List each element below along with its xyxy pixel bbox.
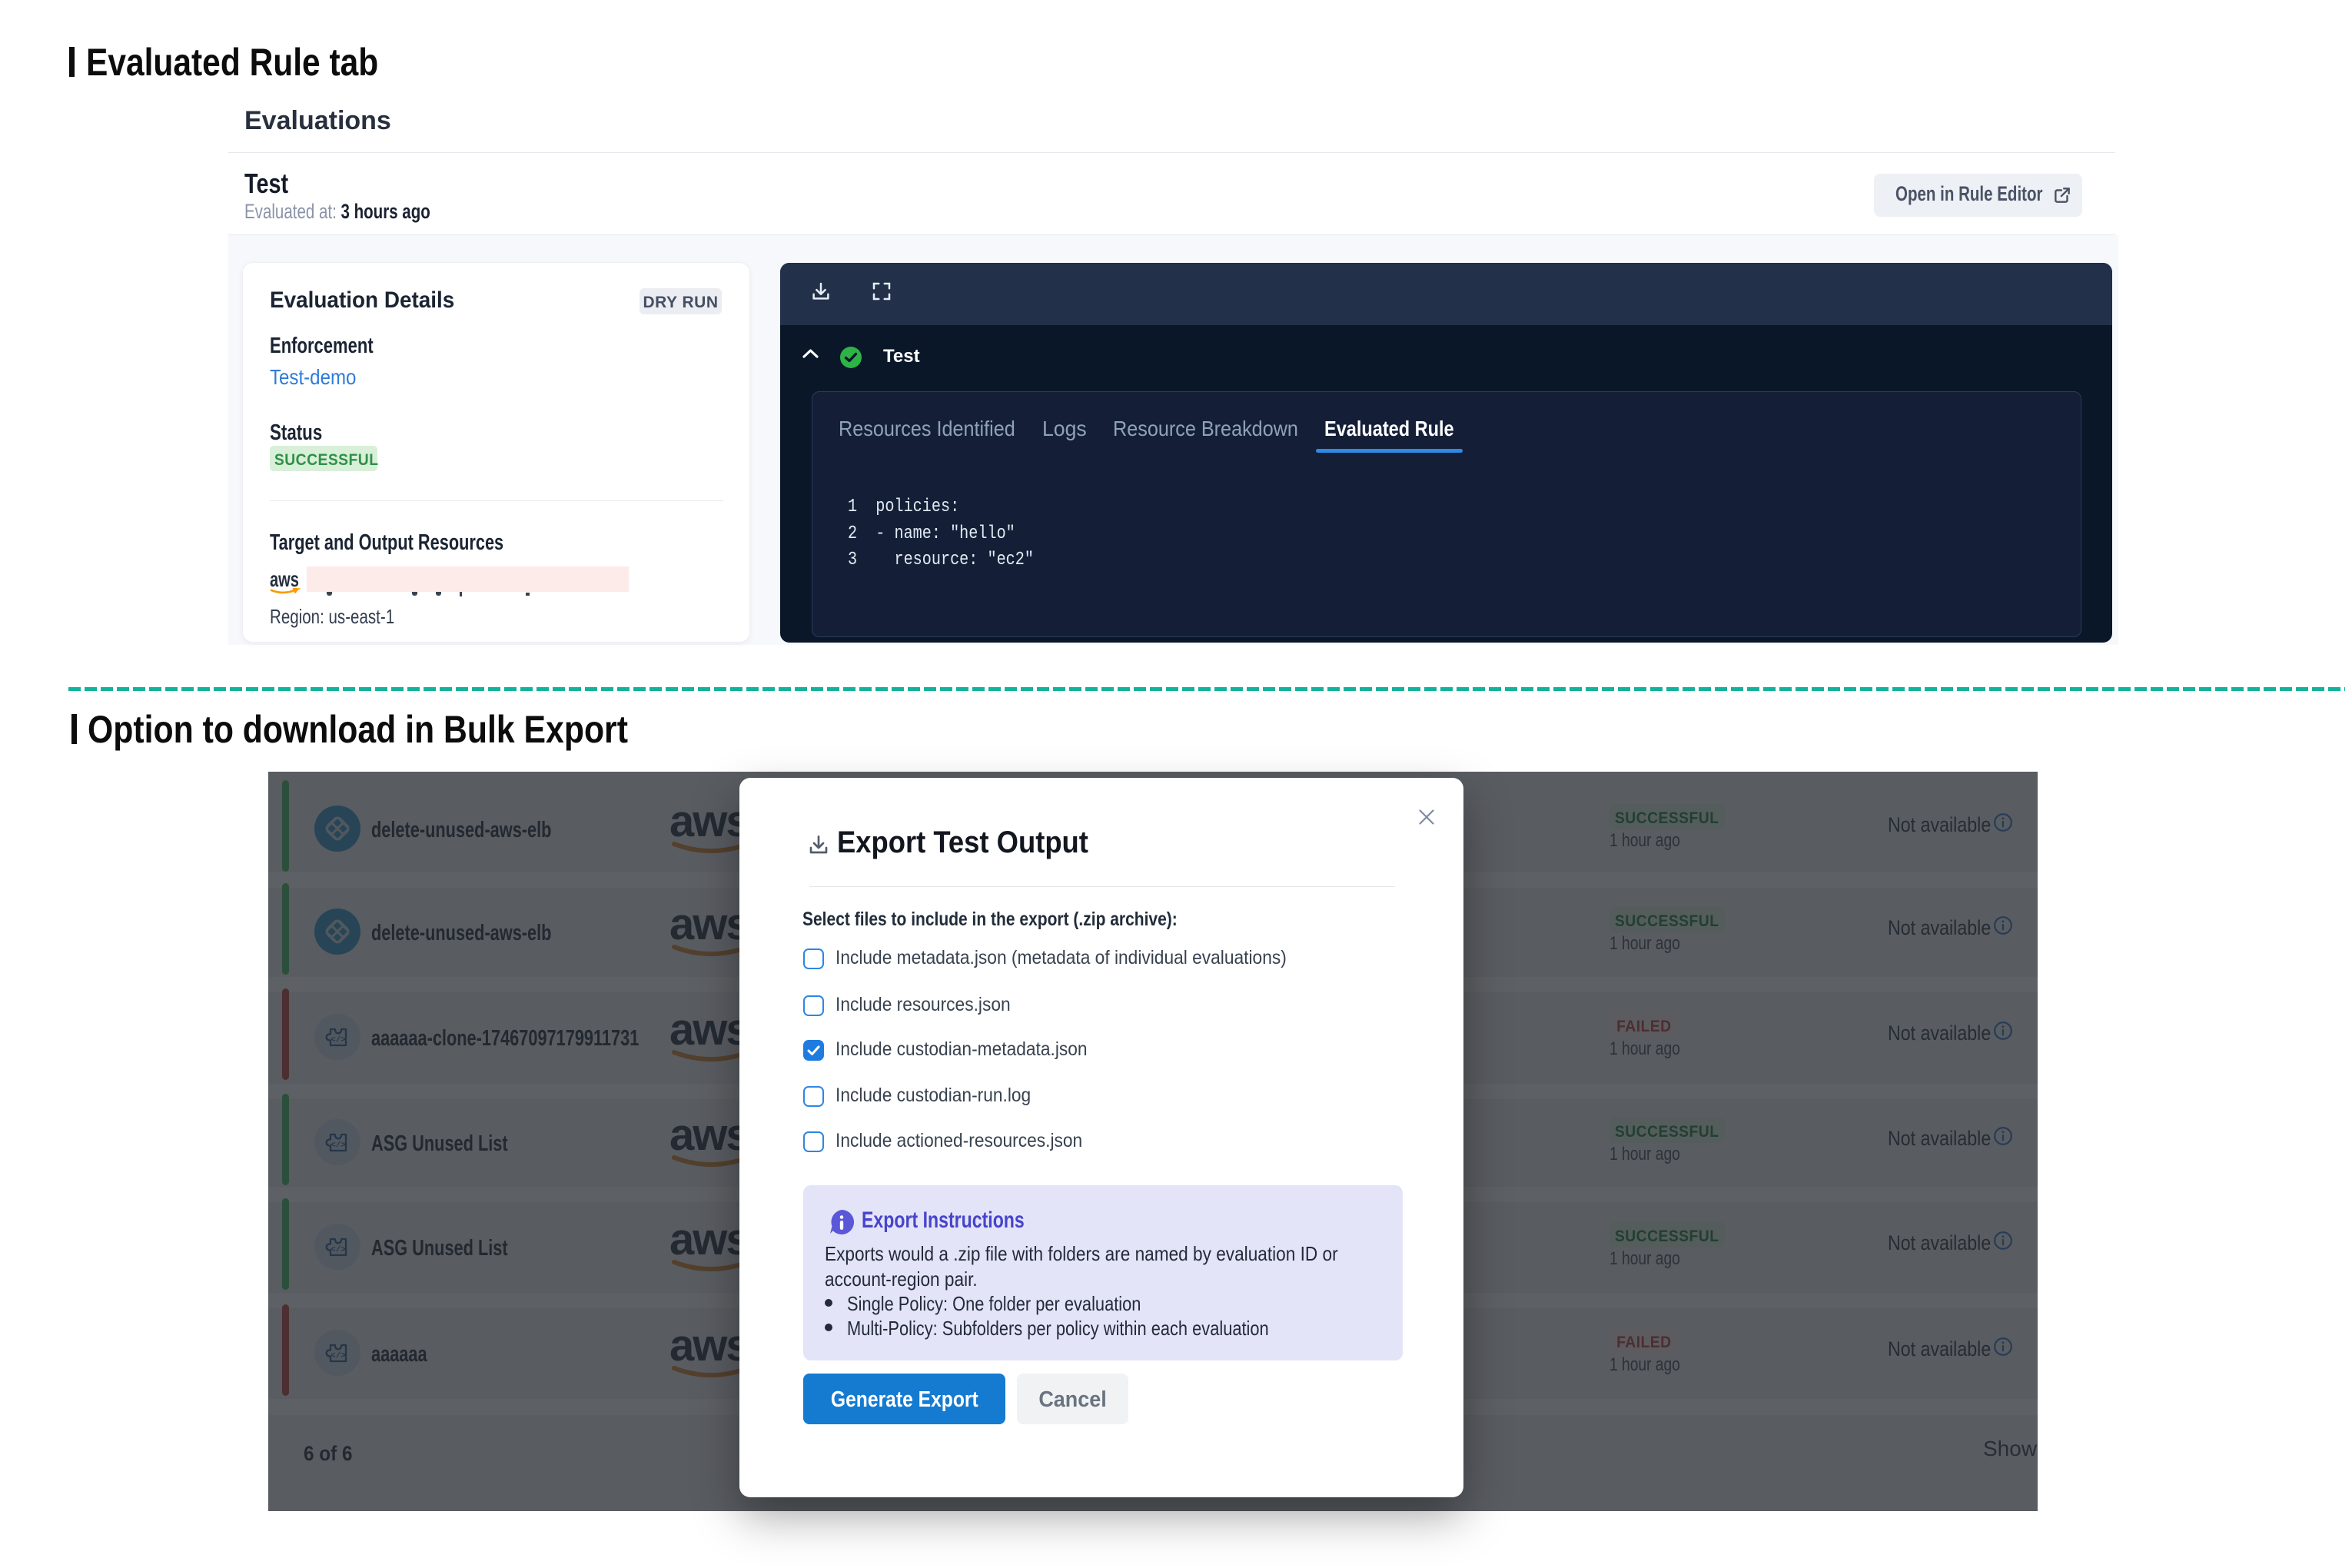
svg-text:aws: aws — [270, 570, 299, 591]
